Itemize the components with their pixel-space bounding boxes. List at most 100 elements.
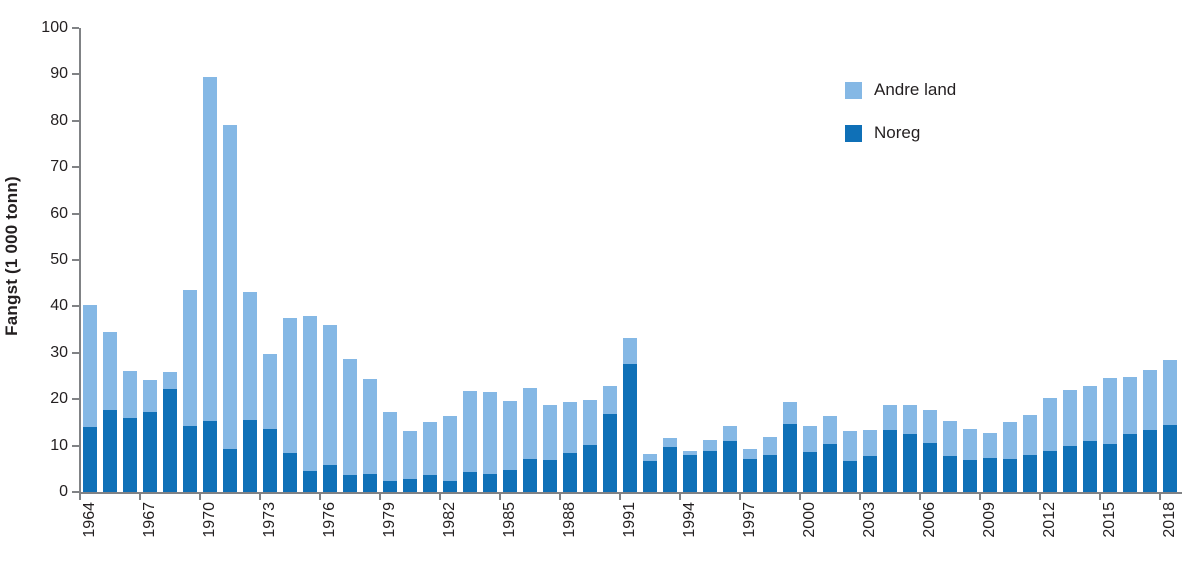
bar-andre-land-1984 — [483, 391, 497, 474]
x-axis-label-1991: 1991 — [621, 502, 638, 538]
x-tick — [499, 492, 501, 500]
bar-noreg-1990 — [603, 413, 617, 492]
bar-noreg-2010 — [1003, 458, 1017, 492]
x-axis-label-1979: 1979 — [381, 502, 398, 538]
bar-noreg-1974 — [283, 452, 297, 492]
x-tick — [199, 492, 201, 500]
bar-andre-land-1999 — [783, 402, 797, 424]
bar-andre-land-2001 — [823, 416, 837, 444]
bar-noreg-1989 — [583, 445, 597, 492]
bar-noreg-1982 — [443, 480, 457, 492]
legend-swatch-noreg — [845, 124, 862, 142]
bar-noreg-1993 — [663, 446, 677, 492]
bar-andre-land-1986 — [523, 387, 537, 459]
x-axis-label-1982: 1982 — [441, 502, 458, 538]
bar-noreg-1969 — [183, 425, 197, 492]
bar-andre-land-1985 — [503, 400, 517, 470]
x-tick — [1099, 492, 1101, 500]
bar-noreg-1972 — [243, 420, 257, 492]
bar-andre-land-1990 — [603, 385, 617, 414]
bar-andre-land-1981 — [423, 422, 437, 476]
bar-noreg-1977 — [343, 474, 357, 492]
x-axis-label-2006: 2006 — [921, 502, 938, 538]
bar-andre-land-2000 — [803, 426, 817, 453]
bar-noreg-2016 — [1123, 434, 1137, 492]
y-axis-line — [79, 28, 81, 494]
x-tick — [79, 492, 81, 500]
y-tick — [72, 73, 79, 76]
bar-andre-land-2018 — [1163, 359, 1177, 426]
bar-andre-land-1998 — [763, 437, 777, 456]
bar-andre-land-2006 — [923, 410, 937, 443]
x-tick — [259, 492, 261, 500]
y-tick — [72, 27, 79, 29]
bar-noreg-2008 — [963, 460, 977, 492]
bar-andre-land-1980 — [403, 430, 417, 479]
bar-andre-land-1989 — [583, 400, 597, 446]
x-axis-line — [79, 492, 1182, 494]
bar-noreg-1994 — [683, 455, 697, 492]
bar-andre-land-1977 — [343, 358, 357, 475]
legend-item-noreg: Noreg — [845, 123, 956, 143]
bar-noreg-2001 — [823, 443, 837, 492]
y-tick — [72, 166, 79, 169]
x-axis-label-2012: 2012 — [1041, 502, 1058, 538]
bar-andre-land-1983 — [463, 390, 477, 473]
bar-noreg-1999 — [783, 423, 797, 492]
bar-noreg-2012 — [1043, 451, 1057, 492]
bar-noreg-2007 — [943, 456, 957, 492]
bar-andre-land-1969 — [183, 290, 197, 426]
bar-noreg-1981 — [423, 475, 437, 492]
bar-andre-land-2010 — [1003, 422, 1017, 459]
bar-noreg-2009 — [983, 458, 997, 492]
bar-andre-land-2017 — [1143, 370, 1157, 431]
bar-noreg-1975 — [303, 470, 317, 492]
x-axis-label-1964: 1964 — [81, 502, 98, 538]
bar-noreg-1983 — [463, 472, 477, 492]
y-tick-label: 100 — [41, 19, 68, 36]
bar-noreg-1967 — [143, 411, 157, 492]
bar-andre-land-1993 — [663, 437, 677, 447]
bar-andre-land-2009 — [983, 433, 997, 459]
x-axis-label-1973: 1973 — [261, 502, 278, 538]
bar-andre-land-1972 — [243, 292, 257, 421]
bar-andre-land-1970 — [203, 76, 217, 421]
bar-andre-land-1991 — [623, 337, 637, 365]
bar-andre-land-2013 — [1063, 389, 1077, 447]
bar-noreg-2002 — [843, 461, 857, 492]
x-tick — [319, 492, 321, 500]
bar-andre-land-1979 — [383, 412, 397, 481]
bar-noreg-2006 — [923, 442, 937, 492]
legend-swatch-andre-land — [845, 81, 862, 99]
y-tick-label: 20 — [50, 390, 68, 408]
y-tick — [72, 444, 79, 447]
bar-andre-land-1988 — [563, 401, 577, 453]
y-tick — [72, 305, 79, 308]
bar-noreg-1987 — [543, 460, 557, 492]
bar-andre-land-1997 — [743, 449, 757, 459]
x-axis-label-1997: 1997 — [741, 502, 758, 538]
bar-andre-land-1975 — [303, 315, 317, 471]
legend-label-noreg: Noreg — [874, 123, 921, 142]
y-axis-title: Fangst (1 000 tonn) — [2, 176, 21, 336]
y-tick-label: 30 — [50, 343, 68, 361]
bar-noreg-1986 — [523, 458, 537, 492]
x-axis-label-1967: 1967 — [141, 502, 158, 538]
bar-noreg-1991 — [623, 364, 637, 492]
x-axis-label-2009: 2009 — [981, 502, 998, 538]
bar-andre-land-1968 — [163, 371, 177, 389]
x-axis-label-1970: 1970 — [201, 502, 218, 538]
y-tick-label: 40 — [50, 297, 68, 315]
x-axis-label-2015: 2015 — [1101, 502, 1118, 538]
bar-noreg-1997 — [743, 458, 757, 492]
bar-noreg-1979 — [383, 480, 397, 492]
y-tick-label: 70 — [50, 158, 68, 176]
bar-noreg-1976 — [323, 464, 337, 492]
bar-andre-land-1964 — [83, 305, 97, 428]
x-axis-label-1988: 1988 — [561, 502, 578, 538]
bar-noreg-1964 — [83, 427, 97, 492]
x-tick — [559, 492, 561, 500]
legend-item-andre-land: Andre land — [845, 80, 956, 100]
x-axis-label-2018: 2018 — [1161, 502, 1178, 538]
bar-noreg-1970 — [203, 421, 217, 492]
